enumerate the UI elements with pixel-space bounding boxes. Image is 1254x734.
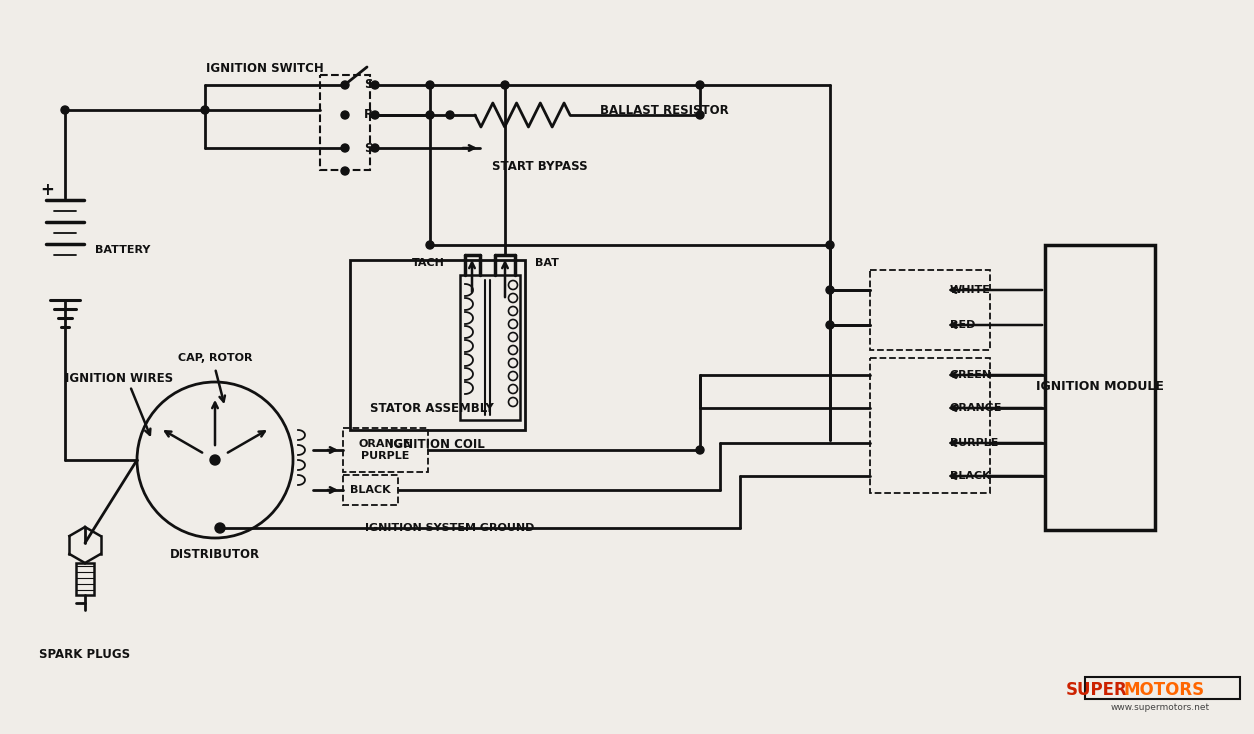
Bar bbox=[870, 358, 989, 493]
Circle shape bbox=[696, 81, 703, 89]
Circle shape bbox=[209, 455, 219, 465]
Text: START BYPASS: START BYPASS bbox=[492, 159, 588, 172]
Circle shape bbox=[201, 106, 209, 114]
Circle shape bbox=[341, 81, 349, 89]
Bar bbox=[350, 260, 525, 430]
Text: BAT: BAT bbox=[535, 258, 559, 268]
Bar bbox=[460, 275, 520, 420]
Circle shape bbox=[826, 286, 834, 294]
Circle shape bbox=[371, 81, 379, 89]
Text: BLACK: BLACK bbox=[951, 471, 991, 481]
Circle shape bbox=[341, 167, 349, 175]
Circle shape bbox=[61, 106, 69, 114]
Bar bbox=[1045, 245, 1155, 530]
Text: PURPLE: PURPLE bbox=[951, 438, 998, 448]
Circle shape bbox=[341, 144, 349, 152]
Circle shape bbox=[371, 144, 379, 152]
Text: R: R bbox=[364, 109, 372, 122]
Circle shape bbox=[696, 446, 703, 454]
Text: +: + bbox=[40, 181, 54, 199]
Text: BLACK: BLACK bbox=[350, 485, 390, 495]
Text: IGNITION WIRES: IGNITION WIRES bbox=[65, 371, 173, 385]
Circle shape bbox=[696, 111, 703, 119]
Text: IGNITION SYSTEM GROUND: IGNITION SYSTEM GROUND bbox=[365, 523, 534, 533]
Text: ORANGE
PURPLE: ORANGE PURPLE bbox=[359, 439, 411, 461]
Text: GREEN: GREEN bbox=[951, 370, 992, 380]
Bar bbox=[320, 75, 370, 170]
Text: BALLAST RESISTOR: BALLAST RESISTOR bbox=[599, 103, 729, 117]
Text: S: S bbox=[364, 79, 372, 92]
Text: WHITE: WHITE bbox=[951, 285, 991, 295]
Text: IGNITION COIL: IGNITION COIL bbox=[389, 437, 485, 451]
Text: CAP, ROTOR: CAP, ROTOR bbox=[178, 353, 252, 363]
Bar bbox=[870, 270, 989, 350]
Circle shape bbox=[426, 81, 434, 89]
Bar bbox=[1085, 677, 1240, 699]
Bar bbox=[344, 475, 398, 505]
Bar bbox=[76, 563, 94, 595]
Text: BATTERY: BATTERY bbox=[95, 245, 150, 255]
Circle shape bbox=[502, 81, 509, 89]
Text: STATOR ASSEMBLY: STATOR ASSEMBLY bbox=[370, 401, 494, 415]
Text: SPARK PLUGS: SPARK PLUGS bbox=[39, 649, 130, 661]
Text: ORANGE: ORANGE bbox=[951, 403, 1002, 413]
Text: www.supermotors.net: www.supermotors.net bbox=[1111, 702, 1210, 711]
Text: IGNITION MODULE: IGNITION MODULE bbox=[1036, 380, 1164, 393]
Circle shape bbox=[426, 111, 434, 119]
Circle shape bbox=[426, 241, 434, 249]
Text: TACH: TACH bbox=[413, 258, 445, 268]
Text: DISTRIBUTOR: DISTRIBUTOR bbox=[171, 548, 260, 561]
Bar bbox=[344, 428, 428, 472]
Circle shape bbox=[826, 321, 834, 329]
Circle shape bbox=[371, 111, 379, 119]
Text: S: S bbox=[364, 142, 372, 154]
Circle shape bbox=[826, 241, 834, 249]
Text: MOTORS: MOTORS bbox=[1124, 681, 1205, 699]
Circle shape bbox=[341, 111, 349, 119]
Text: SUPER: SUPER bbox=[1066, 681, 1129, 699]
Text: RED: RED bbox=[951, 320, 976, 330]
Circle shape bbox=[214, 523, 224, 533]
Circle shape bbox=[446, 111, 454, 119]
Text: IGNITION SWITCH: IGNITION SWITCH bbox=[206, 62, 324, 74]
